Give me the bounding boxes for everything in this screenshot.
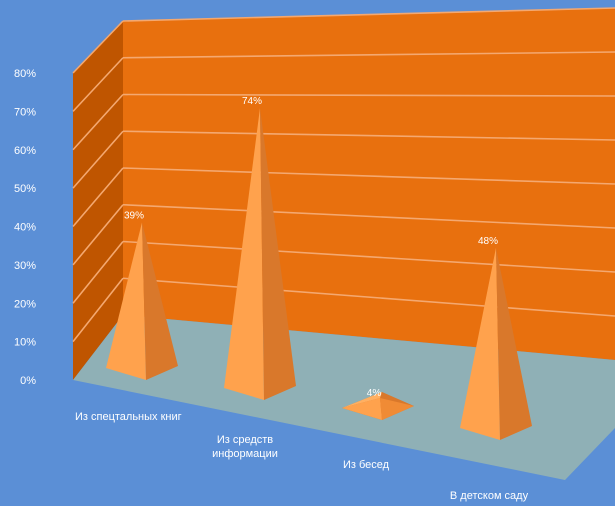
category-label: Из спецтальных книг (75, 411, 182, 423)
y-tick-label: 60% (14, 145, 36, 157)
side-wall (73, 21, 123, 380)
y-tick-label: 10% (14, 337, 36, 349)
category-label: Из бесед (343, 459, 390, 471)
pyramid-bars: 39% 74% 4% 48% (106, 96, 532, 440)
category-label: Из средств информации (212, 434, 278, 460)
gridline-back (122, 51, 615, 59)
gridline-back (122, 93, 615, 97)
pyramid-face-right (380, 398, 414, 420)
category-label: В детском саду (450, 490, 529, 502)
y-tick-label: 20% (14, 298, 36, 310)
y-tick-label: 0% (20, 375, 36, 387)
pyramid-face-right (260, 108, 296, 401)
gridline-side (72, 57, 124, 112)
y-tick-label: 40% (14, 222, 36, 234)
data-label: 4% (367, 388, 382, 399)
gridline-side (72, 204, 124, 266)
data-label: 39% (124, 210, 144, 221)
pyramid-face-left (106, 222, 146, 380)
gridline-side (72, 167, 124, 228)
pyramid-bar (106, 222, 178, 380)
y-axis: 0% 10% 20% 30% 40% 50% 60% 70% 80% (14, 68, 36, 387)
back-wall (123, 8, 615, 360)
gridline-back (122, 7, 615, 22)
pyramid-bar (460, 247, 532, 440)
gridline-back (122, 240, 615, 273)
gridline-side (72, 93, 124, 151)
y-tick-label: 70% (14, 106, 36, 118)
pyramid-face-left (224, 108, 264, 401)
data-label: 74% (242, 96, 262, 107)
gridline-back (122, 167, 615, 185)
pyramid-face-left (342, 398, 382, 420)
gridline-side (72, 240, 124, 304)
pyramid-bar (224, 108, 296, 401)
gridline-back (122, 277, 615, 317)
pyramid-face-right (142, 222, 178, 380)
gridline-side (72, 130, 124, 189)
y-tick-label: 30% (14, 260, 36, 272)
gridline-side (72, 277, 124, 343)
pyramid-face-back (342, 392, 382, 408)
pyramid-bar (342, 392, 414, 420)
pyramid-face-left (460, 247, 500, 440)
category-labels: Из спецтальных книг Из средств информации И… (75, 411, 529, 502)
data-label: 48% (478, 236, 498, 247)
gridline-back (122, 203, 615, 229)
gridlines (72, 7, 615, 343)
pyramid-face-right (496, 247, 532, 440)
gridline-side (72, 20, 124, 74)
gridline-back (122, 130, 615, 141)
y-tick-label: 80% (14, 68, 36, 80)
y-tick-label: 50% (14, 183, 36, 195)
